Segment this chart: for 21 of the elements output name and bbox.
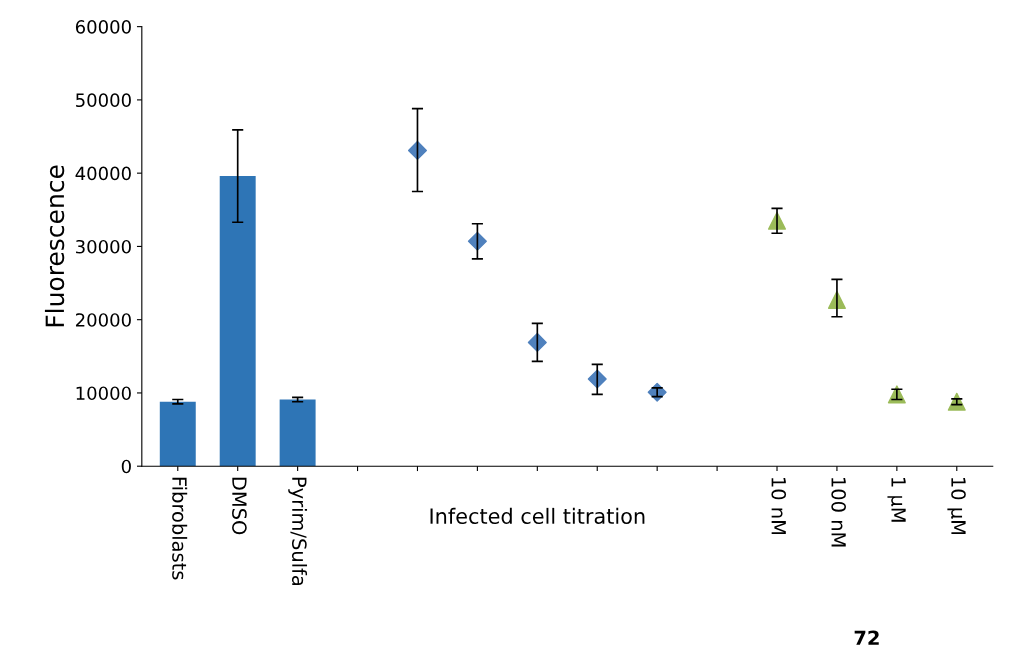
y-tick-label: 50000 xyxy=(76,93,131,108)
x-tick-label: 10 nM xyxy=(771,478,787,535)
bar xyxy=(219,176,256,467)
x-tick-label: 100 nM xyxy=(831,478,846,547)
bar xyxy=(159,401,196,467)
point xyxy=(467,231,487,251)
text: Infected cell titration xyxy=(430,507,645,524)
x-tick-label: DMSO xyxy=(232,477,247,535)
y-tick-label: 20000 xyxy=(75,313,131,327)
y-tick-label: 40000 xyxy=(75,166,131,181)
x-tick-label: 10 µM xyxy=(947,478,966,535)
y-tick-label: 0 xyxy=(121,459,131,474)
y-tick-label: 10000 xyxy=(76,386,131,401)
y-axis-title: Fluorescence xyxy=(44,165,65,327)
text: 72 xyxy=(854,630,879,645)
x-tick-label: Fibroblasts xyxy=(172,477,188,580)
y-tick-label: 30000 xyxy=(76,239,131,254)
bar xyxy=(279,399,316,467)
x-tick-label: 1 µM xyxy=(887,478,906,522)
y-tick-label: 60000 xyxy=(75,20,131,34)
x-tick-label: Pyrim/Sulfa xyxy=(288,477,308,586)
